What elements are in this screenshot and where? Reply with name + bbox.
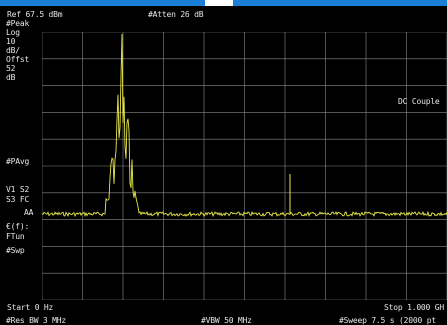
trace-line [42,33,447,218]
trace-status-2: S3 FC [6,195,30,204]
trace-status-1: V1 S2 [6,185,30,194]
scale-unit-label: dB/ [6,46,20,55]
start-frequency-label: Start 0 Hz [7,303,54,312]
offset-unit-label: dB [6,73,16,82]
scale-type-label: Log [6,28,20,37]
res-bw-label: #Res BW 3 MHz [6,316,67,325]
spectrum-plot [42,32,447,300]
window-top-bar [0,0,447,6]
attenuation-label: #Atten 26 dB [148,10,204,19]
ref-level-label: Ref 67.5 dBm [7,10,63,19]
trace-status-3: AA [24,208,34,217]
spectrum-display [42,32,447,300]
coupling-label: DC Couple [398,97,440,106]
stop-frequency-label: Stop 1.000 GH [384,303,445,312]
graticule [42,32,447,300]
freq-correction-label: €(f): [6,222,30,231]
offset-label: Offst [6,55,30,64]
detector-label: #Peak [6,19,30,28]
tune-label: FTun [6,232,25,241]
top-bar-notch [205,0,233,6]
offset-value-label: 52 [6,64,16,73]
sweep-mode-label: #Swp [6,246,25,255]
vbw-label: #VBW 50 MHz [201,316,252,325]
average-label: #PAvg [6,157,30,166]
sweep-time-label: #Sweep 7.5 s (2000 pt [339,316,436,325]
scale-value-label: 10 [6,37,16,46]
